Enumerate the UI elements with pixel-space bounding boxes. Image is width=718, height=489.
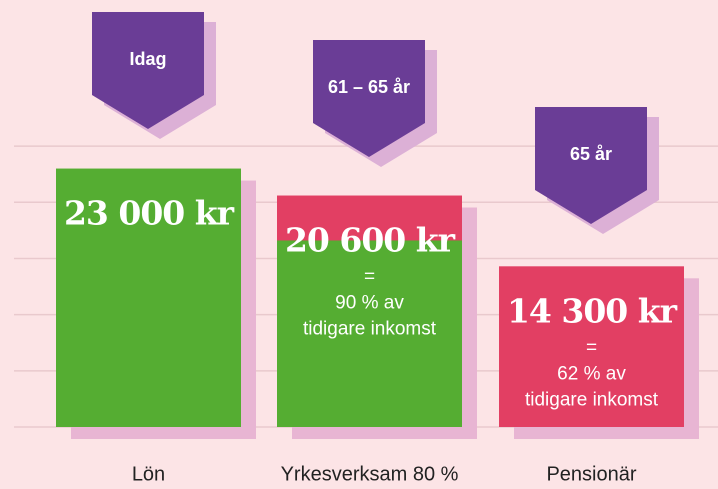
note: tidigare inkomst (525, 389, 659, 410)
note: 90 % av (335, 293, 404, 314)
badge-label: 65 år (570, 144, 612, 164)
badge (313, 40, 425, 157)
x-tick-label: Yrkesverksam 80 % (281, 463, 459, 485)
badge-label: 61 – 65 år (328, 77, 410, 97)
x-tick-label: Lön (132, 463, 165, 485)
note: tidigare inkomst (303, 319, 437, 340)
value-label: 14 300 kr (507, 291, 678, 330)
badge (92, 12, 204, 129)
note: = (586, 337, 597, 358)
bar (56, 168, 241, 428)
bar-segment (277, 240, 462, 427)
badge-label: Idag (129, 49, 166, 69)
x-tick-label: Pensionär (546, 463, 636, 485)
note: 62 % av (557, 363, 626, 384)
note: = (364, 267, 375, 288)
value-label: 20 600 kr (285, 221, 456, 260)
bar (499, 266, 684, 427)
badge (535, 107, 647, 224)
value-label: 23 000 kr (64, 194, 235, 233)
